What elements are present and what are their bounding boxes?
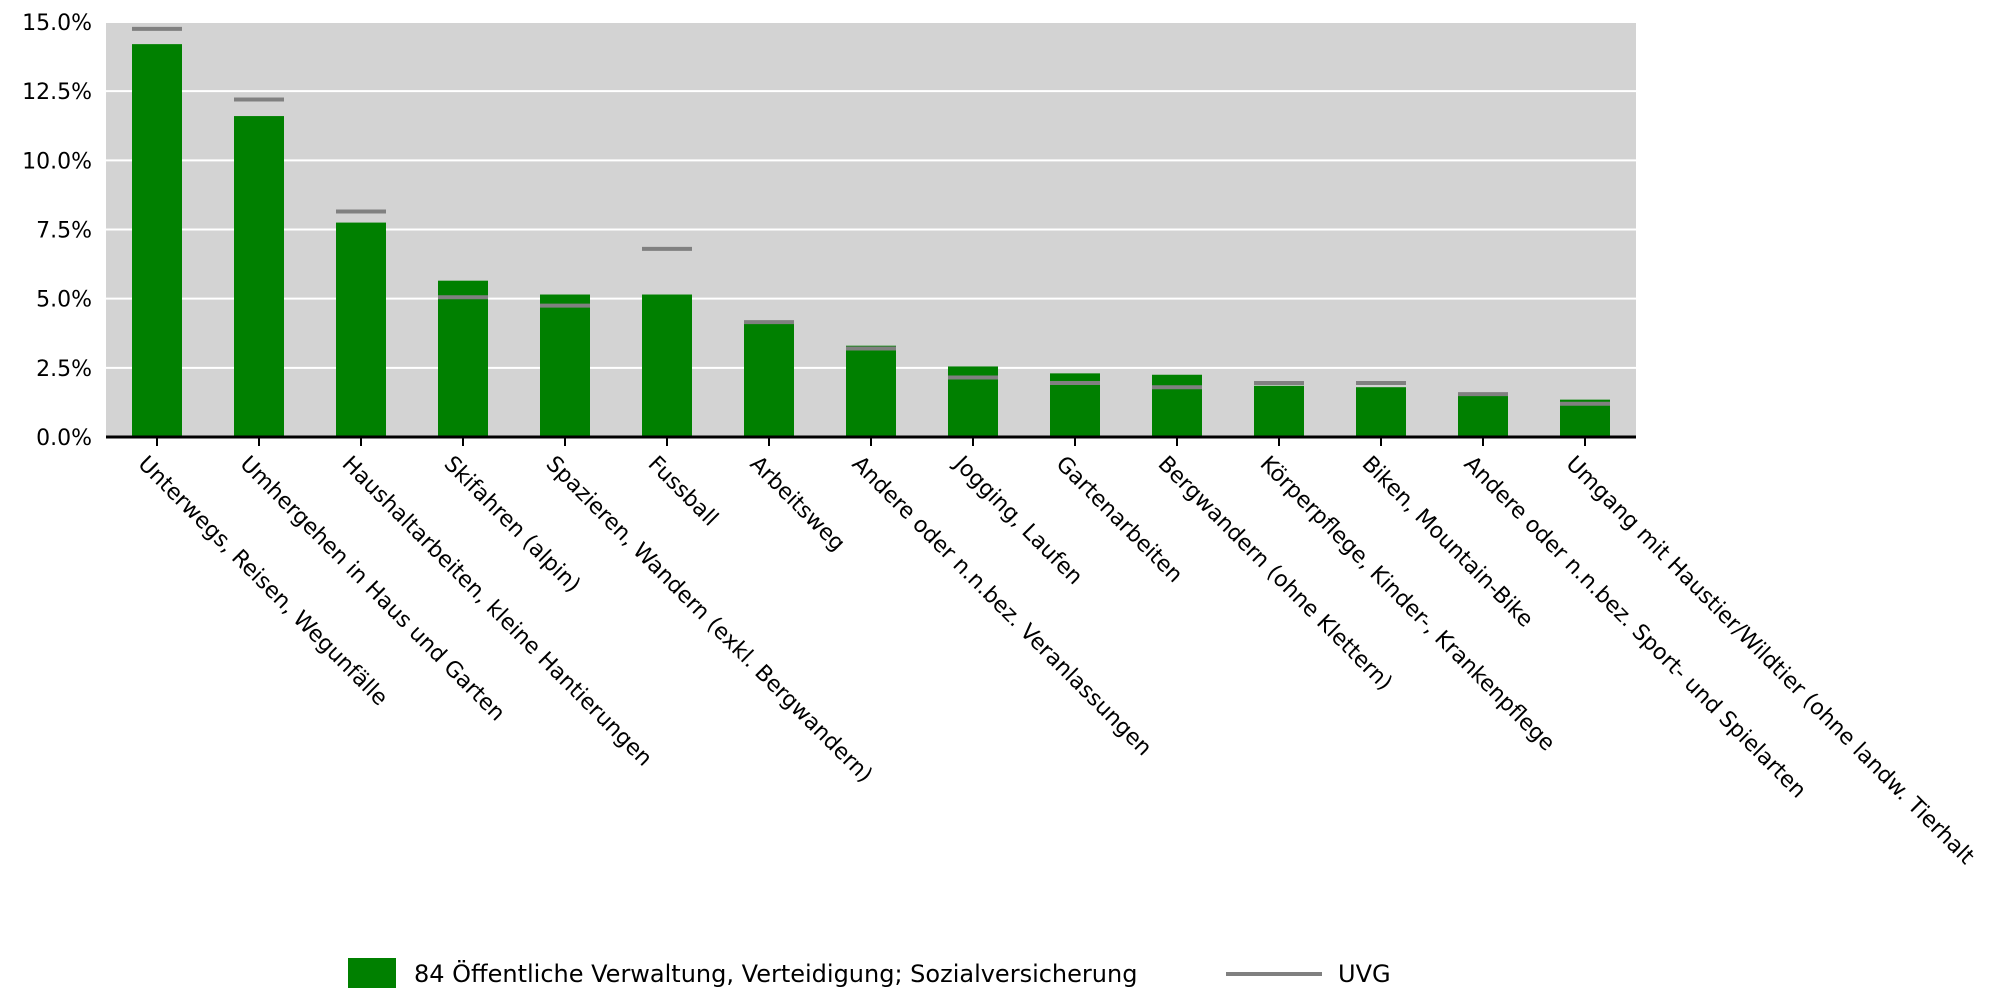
bar — [336, 222, 386, 437]
y-tick-label: 12.5% — [22, 80, 92, 105]
x-axis: Unterwegs, Reisen, WegunfälleUmhergehen … — [133, 437, 1979, 870]
x-tick-label: Andere oder n.n.bez. Sport- und Spielart… — [1459, 452, 1811, 804]
bars — [132, 44, 1610, 438]
bar — [1254, 385, 1304, 437]
bar — [1152, 374, 1202, 437]
x-tick-label: Arbeitsweg — [745, 452, 850, 557]
bar — [540, 294, 590, 437]
bar — [1356, 387, 1406, 437]
legend-label-uvg: UVG — [1338, 960, 1391, 988]
y-tick-label: 2.5% — [36, 357, 92, 382]
bar — [234, 116, 284, 438]
y-tick-label: 15.0% — [22, 11, 92, 36]
x-tick-label: Fussball — [643, 452, 723, 532]
y-tick-label: 0.0% — [36, 426, 92, 451]
y-tick-label: 10.0% — [22, 149, 92, 174]
x-tick-label: Biken, Mountain-Bike — [1357, 452, 1538, 633]
bar — [846, 345, 896, 437]
bar — [1560, 399, 1610, 437]
bar — [132, 44, 182, 438]
x-tick-label: Umgang mit Haustier/Wildtier (ohne landw… — [1561, 452, 1979, 870]
bar — [642, 294, 692, 437]
y-axis: 0.0% 2.5% 5.0% 7.5% 10.0% 12.5% 15.0% — [22, 11, 92, 451]
legend-label-bar: 84 Öffentliche Verwaltung, Verteidigung;… — [414, 959, 1137, 988]
bar — [744, 323, 794, 437]
legend-swatch-bar — [348, 958, 396, 988]
bar — [438, 280, 488, 437]
y-tick-label: 7.5% — [36, 219, 92, 244]
bar — [1458, 394, 1508, 437]
uvg-markers — [132, 26, 1610, 406]
legend: 84 Öffentliche Verwaltung, Verteidigung;… — [348, 958, 1391, 988]
y-tick-label: 5.0% — [36, 288, 92, 313]
